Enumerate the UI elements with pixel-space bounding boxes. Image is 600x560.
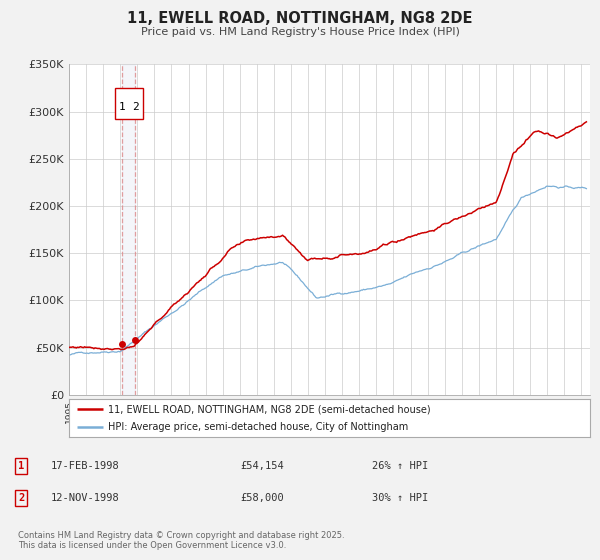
Text: £58,000: £58,000 bbox=[240, 493, 284, 503]
Text: 26% ↑ HPI: 26% ↑ HPI bbox=[372, 461, 428, 471]
Text: Price paid vs. HM Land Registry's House Price Index (HPI): Price paid vs. HM Land Registry's House … bbox=[140, 27, 460, 37]
Text: 11, EWELL ROAD, NOTTINGHAM, NG8 2DE (semi-detached house): 11, EWELL ROAD, NOTTINGHAM, NG8 2DE (sem… bbox=[108, 404, 431, 414]
Bar bbox=[122, 64, 135, 395]
Text: 17-FEB-1998: 17-FEB-1998 bbox=[51, 461, 120, 471]
Text: 11, EWELL ROAD, NOTTINGHAM, NG8 2DE: 11, EWELL ROAD, NOTTINGHAM, NG8 2DE bbox=[127, 11, 473, 26]
Text: 12-NOV-1998: 12-NOV-1998 bbox=[51, 493, 120, 503]
Text: Contains HM Land Registry data © Crown copyright and database right 2025.
This d: Contains HM Land Registry data © Crown c… bbox=[18, 531, 344, 550]
Text: 2: 2 bbox=[133, 102, 139, 112]
Bar bbox=[115, 88, 143, 119]
Text: HPI: Average price, semi-detached house, City of Nottingham: HPI: Average price, semi-detached house,… bbox=[108, 422, 409, 432]
Text: £54,154: £54,154 bbox=[240, 461, 284, 471]
Text: 1: 1 bbox=[118, 102, 125, 112]
Text: 2: 2 bbox=[18, 493, 24, 503]
Text: 1: 1 bbox=[18, 461, 24, 471]
Text: 30% ↑ HPI: 30% ↑ HPI bbox=[372, 493, 428, 503]
